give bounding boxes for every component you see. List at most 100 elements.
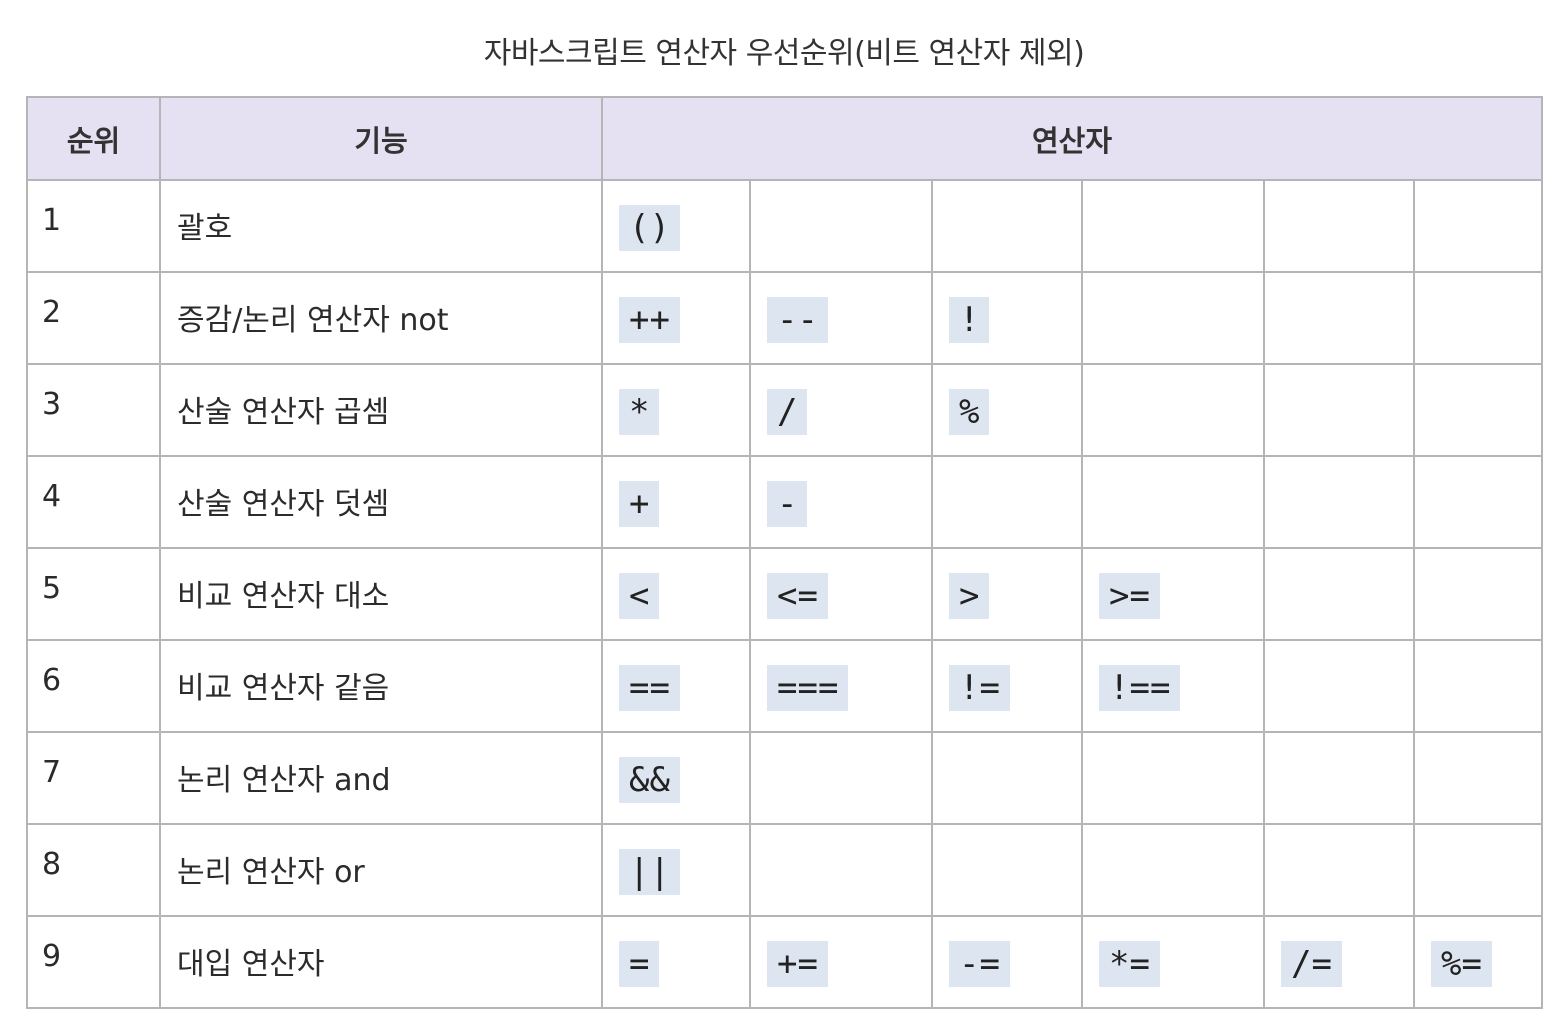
operator-cell: - — [749, 455, 933, 549]
operator-code: %= — [1431, 941, 1492, 987]
operator-cell: < — [601, 547, 751, 641]
operator-code: () — [619, 205, 680, 251]
operator-cell — [1412, 547, 1544, 641]
operator-cell: + — [601, 455, 751, 549]
function-cell: 논리 연산자 or — [159, 823, 603, 917]
rank-cell: 6 — [26, 639, 161, 733]
operator-code: < — [619, 573, 660, 619]
operator-cell — [1081, 455, 1265, 549]
table-body: 1 괄호 () 2 증감/논리 연산자 not ++ --! 3 산술 연산자 곱셈 * /% 4 산술… — [26, 179, 1544, 1009]
operator-cell — [1412, 455, 1544, 549]
operator-cell — [1412, 271, 1544, 365]
rank-cell: 7 — [26, 731, 161, 825]
operator-cell: <= — [749, 547, 933, 641]
rank-cell: 8 — [26, 823, 161, 917]
operator-cell — [931, 179, 1083, 273]
operator-cell: ! — [931, 271, 1083, 365]
rank-cell: 3 — [26, 363, 161, 457]
function-cell: 증감/논리 연산자 not — [159, 271, 603, 365]
operator-cell: !== — [1081, 639, 1265, 733]
operator-code: <= — [767, 573, 828, 619]
operator-cell: > — [931, 547, 1083, 641]
operator-cell — [1081, 823, 1265, 917]
operator-code: /= — [1281, 941, 1342, 987]
operator-cell: / — [749, 363, 933, 457]
operator-cell — [1263, 455, 1415, 549]
operator-cell — [1263, 271, 1415, 365]
operator-code: % — [949, 389, 990, 435]
function-cell: 산술 연산자 덧셈 — [159, 455, 603, 549]
operator-cell — [749, 179, 933, 273]
operator-cell — [1081, 271, 1265, 365]
operator-code: -= — [949, 941, 1010, 987]
operator-cell — [1263, 731, 1415, 825]
table-row: 6 비교 연산자 같음 == === != !== — [26, 639, 1544, 733]
function-cell: 비교 연산자 같음 — [159, 639, 603, 733]
table-row: 8 논리 연산자 or || — [26, 823, 1544, 917]
operator-cell: && — [601, 731, 751, 825]
header-function: 기능 — [159, 96, 603, 181]
operator-cell: -= — [931, 915, 1083, 1009]
operator-cell — [1263, 639, 1415, 733]
operator-cell — [1412, 731, 1544, 825]
operator-code: = — [619, 941, 660, 987]
operator-precedence-table: 순위 기능 연산자 1 괄호 () 2 증감/논리 연산자 not ++ --! 3 산술 연산… — [26, 96, 1544, 1009]
operator-cell — [1412, 179, 1544, 273]
operator-cell: % — [931, 363, 1083, 457]
table-row: 4 산술 연산자 덧셈 + - — [26, 455, 1544, 549]
operator-cell — [1412, 639, 1544, 733]
operator-code: - — [767, 481, 808, 527]
operator-cell: === — [749, 639, 933, 733]
operator-code: !== — [1099, 665, 1181, 711]
operator-cell: -- — [749, 271, 933, 365]
header-operators: 연산자 — [600, 96, 1544, 181]
operator-cell: += — [749, 915, 933, 1009]
operator-cell — [1081, 731, 1265, 825]
operator-cell — [749, 823, 933, 917]
function-cell: 산술 연산자 곱셈 — [159, 363, 603, 457]
table-caption: 자바스크립트 연산자 우선순위(비트 연산자 제외) — [483, 36, 1085, 71]
table-header-row: 순위 기능 연산자 — [26, 96, 1544, 181]
operator-code: != — [949, 665, 1010, 711]
operator-code: && — [619, 757, 680, 803]
operator-code: > — [949, 573, 990, 619]
operator-cell: ++ — [601, 271, 751, 365]
operator-cell — [931, 455, 1083, 549]
operator-code: || — [619, 849, 680, 895]
operator-cell: != — [931, 639, 1083, 733]
operator-cell — [1263, 823, 1415, 917]
operator-cell — [931, 823, 1083, 917]
table-row: 2 증감/논리 연산자 not ++ --! — [26, 271, 1544, 365]
operator-cell: () — [601, 179, 751, 273]
table-row: 5 비교 연산자 대소 < <= > >= — [26, 547, 1544, 641]
operator-cell — [749, 731, 933, 825]
operator-cell: *= — [1081, 915, 1265, 1009]
operator-cell: * — [601, 363, 751, 457]
operator-cell: = — [601, 915, 751, 1009]
rank-cell: 9 — [26, 915, 161, 1009]
header-rank: 순위 — [26, 96, 161, 181]
operator-cell: /= — [1263, 915, 1415, 1009]
operator-code: >= — [1099, 573, 1160, 619]
operator-cell — [1263, 363, 1415, 457]
operator-cell — [1412, 823, 1544, 917]
operator-code: *= — [1099, 941, 1160, 987]
operator-code: * — [619, 389, 660, 435]
rank-cell: 4 — [26, 455, 161, 549]
operator-cell — [1263, 179, 1415, 273]
table-row: 9 대입 연산자 = += -= *= /= %= — [26, 915, 1544, 1009]
operator-cell: || — [601, 823, 751, 917]
operator-code: -- — [767, 297, 828, 343]
rank-cell: 1 — [26, 179, 161, 273]
table-row: 7 논리 연산자 and && — [26, 731, 1544, 825]
function-cell: 비교 연산자 대소 — [159, 547, 603, 641]
function-cell: 괄호 — [159, 179, 603, 273]
operator-code: === — [767, 665, 849, 711]
rank-cell: 5 — [26, 547, 161, 641]
table-row: 1 괄호 () — [26, 179, 1544, 273]
operator-cell: >= — [1081, 547, 1265, 641]
operator-cell — [1263, 547, 1415, 641]
operator-code: + — [619, 481, 660, 527]
operator-cell — [1412, 363, 1544, 457]
table-row: 3 산술 연산자 곱셈 * /% — [26, 363, 1544, 457]
